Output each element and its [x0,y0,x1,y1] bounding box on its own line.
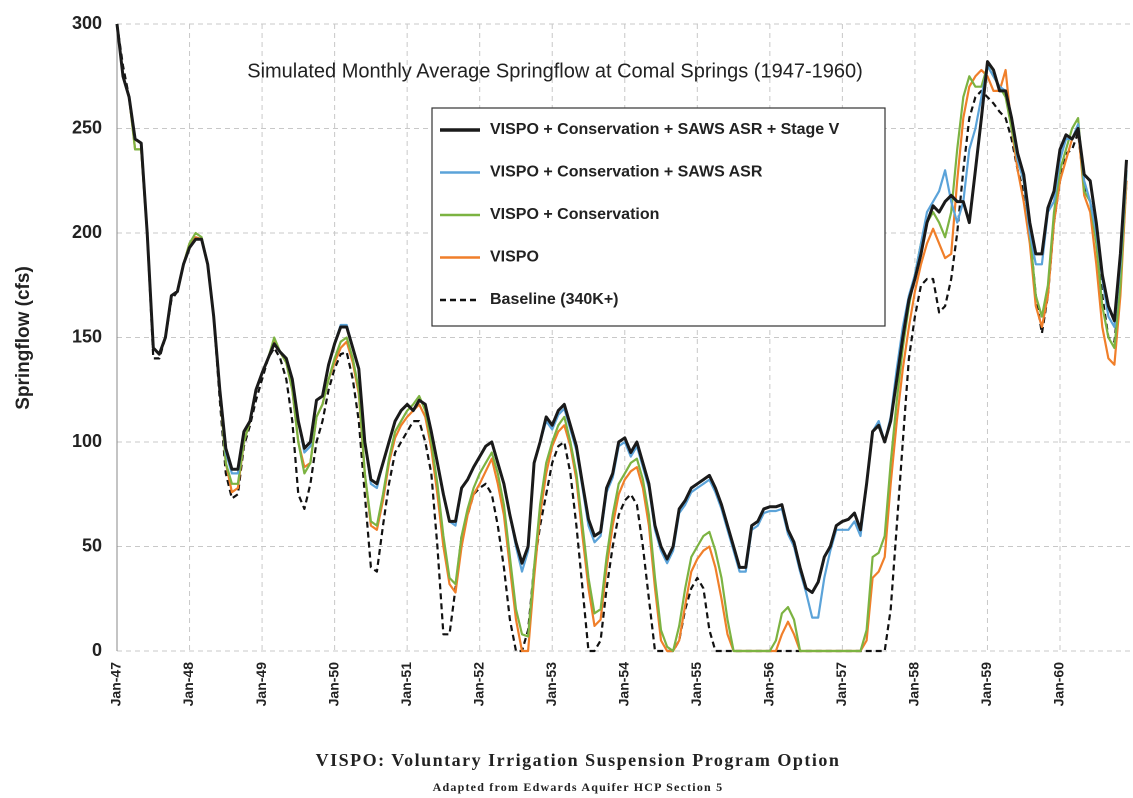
x-tick-label: Jan-58 [906,662,922,707]
x-tick-label: Jan-49 [253,662,269,707]
source: Adapted from Edwards Aquifer HCP Section… [433,780,724,794]
legend-label: Baseline (340K+) [490,291,619,308]
x-tick-label: Jan-60 [1051,662,1067,707]
legend-label: VISPO + Conservation [490,206,659,223]
x-tick-label: Jan-48 [180,662,196,707]
x-tick-label: Jan-56 [761,662,777,707]
y-tick-label: 200 [72,222,102,242]
legend-label: VISPO + Conservation + SAWS ASR + Stage … [490,121,840,138]
y-tick-label: 300 [72,13,102,33]
series-line [115,23,1128,594]
legend-label: VISPO + Conservation + SAWS ASR [490,164,763,181]
y-tick-label: 100 [72,431,102,451]
y-axis-label: Springflow (cfs) [13,266,34,410]
x-tick-label: Jan-53 [543,662,559,707]
x-tick-label: Jan-54 [615,662,631,707]
x-tick-label: Jan-51 [398,662,414,707]
caption: VISPO: Voluntary Irrigation Suspension P… [316,750,841,770]
chart-title: Simulated Monthly Average Springflow at … [247,60,863,82]
y-tick-label: 150 [72,326,102,346]
series-line [115,23,1128,653]
x-tick-label: Jan-59 [978,662,994,707]
x-tick-label: Jan-57 [833,662,849,707]
legend: VISPO + Conservation + SAWS ASR + Stage … [431,107,886,327]
series-line [115,23,1128,653]
plot-lines [115,23,1128,653]
y-tick-label: 50 [82,535,102,555]
x-tick-label: Jan-47 [108,662,124,707]
y-tick-label: 0 [92,640,102,660]
y-tick-label: 250 [72,117,102,137]
legend-box [431,107,886,327]
legend-label: VISPO [490,249,539,266]
x-tick-label: Jan-55 [688,662,704,707]
x-tick-label: Jan-50 [325,662,341,707]
x-tick-label: Jan-52 [470,662,486,707]
